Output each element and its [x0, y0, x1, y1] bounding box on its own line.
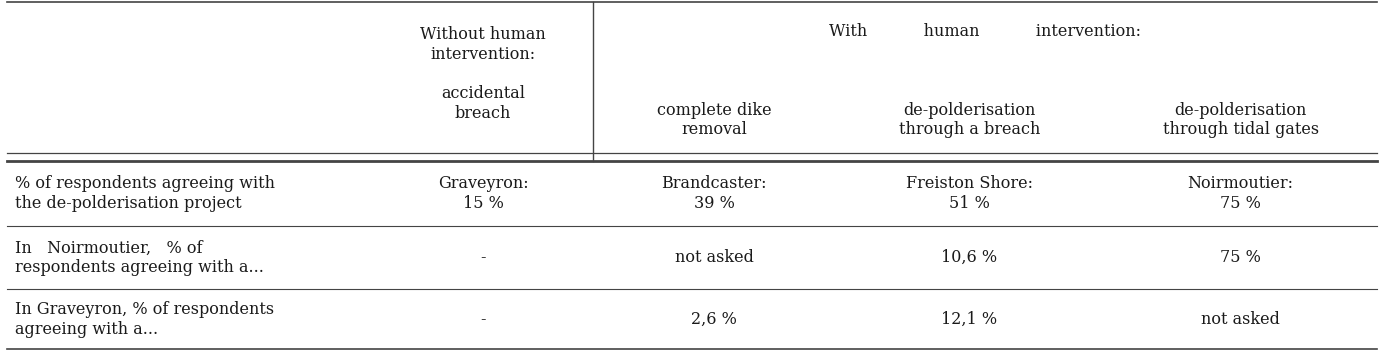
Text: 10,6 %: 10,6 % [941, 249, 998, 266]
Text: not asked: not asked [675, 249, 753, 266]
Text: de-polderisation
through tidal gates: de-polderisation through tidal gates [1162, 102, 1319, 138]
Text: Without human
intervention:

accidental
breach: Without human intervention: accidental b… [420, 26, 546, 122]
Text: -: - [480, 249, 486, 266]
Text: Graveyron:
15 %: Graveyron: 15 % [437, 175, 529, 211]
Text: In Graveyron, % of respondents
agreeing with a...: In Graveyron, % of respondents agreeing … [15, 301, 275, 338]
Text: not asked: not asked [1201, 311, 1281, 328]
Text: 75 %: 75 % [1220, 249, 1261, 266]
Text: With           human           intervention:: With human intervention: [829, 23, 1141, 40]
Text: Freiston Shore:
51 %: Freiston Shore: 51 % [905, 175, 1034, 211]
Text: de-polderisation
through a breach: de-polderisation through a breach [898, 102, 1041, 138]
Text: In   Noirmoutier,   % of
respondents agreeing with a...: In Noirmoutier, % of respondents agreein… [15, 239, 264, 276]
Text: complete dike
removal: complete dike removal [657, 102, 771, 138]
Text: 12,1 %: 12,1 % [941, 311, 998, 328]
Text: Noirmoutier:
75 %: Noirmoutier: 75 % [1188, 175, 1293, 211]
Text: -: - [480, 311, 486, 328]
Text: Brandcaster:
39 %: Brandcaster: 39 % [661, 175, 767, 211]
Text: % of respondents agreeing with
the de-polderisation project: % of respondents agreeing with the de-po… [15, 175, 275, 211]
Text: 2,6 %: 2,6 % [691, 311, 737, 328]
